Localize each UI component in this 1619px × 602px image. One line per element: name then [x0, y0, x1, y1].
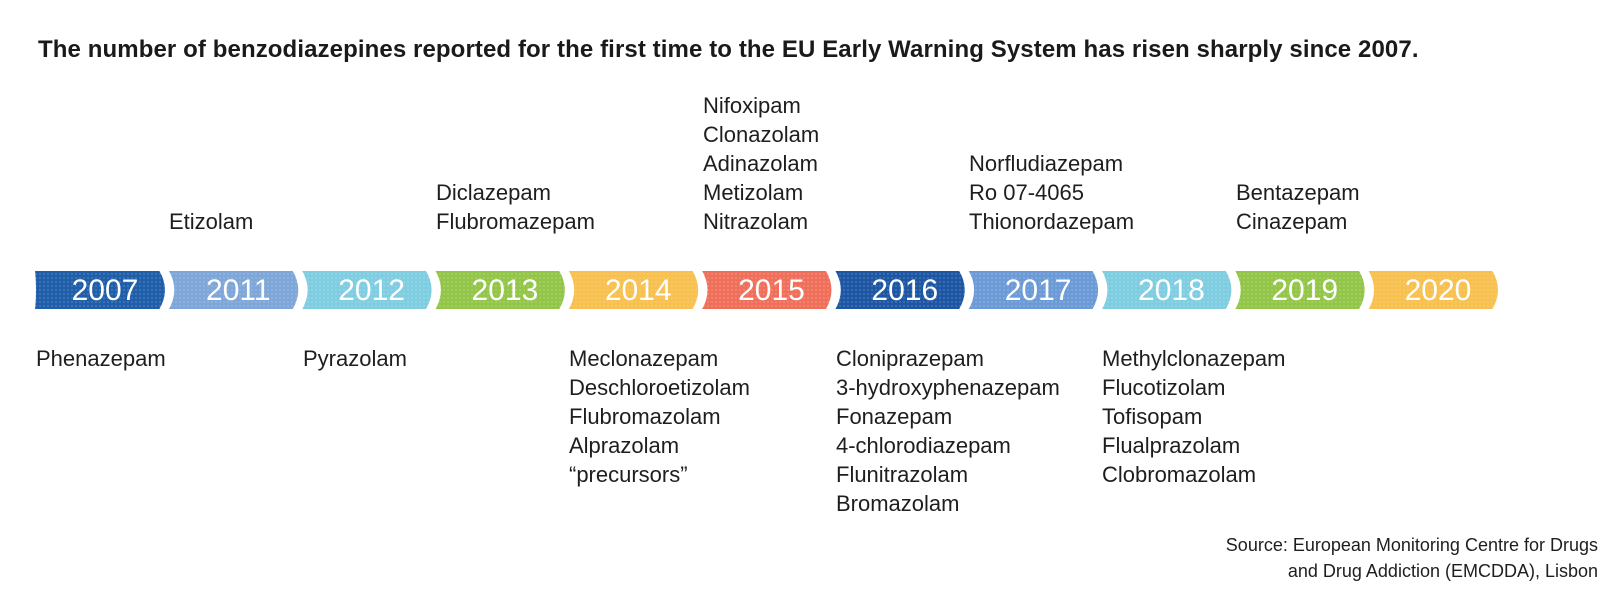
chevron-texture	[300, 270, 433, 310]
timeline-segment-2007: 2007	[34, 269, 167, 311]
chevron-texture	[167, 270, 300, 310]
drug-list-2012-below: Pyrazolam	[303, 344, 407, 373]
drug-name: Bromazolam	[836, 491, 960, 516]
drug-name: “precursors”	[569, 462, 688, 487]
source-line-2: and Drug Addiction (EMCDDA), Lisbon	[1287, 561, 1598, 581]
year-label: 2014	[605, 274, 672, 307]
drug-name: Nifoxipam	[703, 93, 801, 118]
drug-list-2011-above: Etizolam	[169, 207, 253, 236]
drug-name: Nitrazolam	[703, 209, 809, 234]
timeline-segment-2015: 2015	[698, 269, 834, 311]
figure-title: The number of benzodiazepines reported f…	[38, 36, 1419, 63]
drug-name: 3-hydroxyphenazepam	[836, 375, 1060, 400]
drug-name: Adinazolam	[703, 151, 818, 176]
drug-name: Flubromazepam	[436, 209, 595, 234]
timeline-segment-2019: 2019	[1231, 269, 1367, 311]
chevron-texture	[700, 270, 833, 310]
drug-list-2015-above: Nifoxipam Clonazolam Adinazolam Metizolam Ni…	[703, 91, 819, 236]
drug-name: Clobromazolam	[1102, 462, 1257, 487]
drug-name: Flubromazolam	[569, 404, 721, 429]
year-label: 2016	[871, 274, 938, 307]
year-label: 2017	[1005, 274, 1072, 307]
drug-name: Flunitrazolam	[836, 462, 969, 487]
chevron-texture	[567, 270, 700, 310]
drug-list-2017-above: Norfludiazepam Ro 07-4065 Thionordazepam	[969, 149, 1134, 236]
drug-list-2007-below: Phenazepam	[36, 344, 166, 373]
year-label: 2020	[1405, 274, 1472, 307]
source-note: Source: European Monitoring Centre for D…	[1226, 532, 1598, 584]
drug-list-2018-below: Methylclonazepam Flucotizolam Tofisopam Flu…	[1102, 344, 1285, 489]
timeline-segment-2018: 2018	[1098, 269, 1234, 311]
drug-name: Diclazepam	[436, 180, 551, 205]
drug-name: 4-chlorodiazepam	[836, 433, 1011, 458]
timeline-segment-2017: 2017	[965, 269, 1101, 311]
timeline-segment-2014: 2014	[565, 269, 701, 311]
drug-name: Flualprazolam	[1102, 433, 1241, 458]
drug-name: Tofisopam	[1102, 404, 1203, 429]
year-label: 2011	[206, 274, 271, 307]
chevron-texture	[1367, 270, 1499, 310]
drug-list-2014-below: Meclonazepam Deschloroetizolam Flubromazol…	[569, 344, 750, 489]
year-label: 2018	[1138, 274, 1205, 307]
drug-name: Methylclonazepam	[1102, 346, 1286, 371]
drug-name: Alprazolam	[569, 433, 680, 458]
year-label: 2019	[1271, 274, 1338, 307]
source-line-1: Source: European Monitoring Centre for D…	[1225, 535, 1598, 555]
drug-name: Pyrazolam	[303, 346, 407, 371]
drug-name: Ro 07-4065	[969, 180, 1084, 205]
timeline-segment-2011: 2011	[165, 269, 301, 311]
drug-list-2013-above: Diclazepam Flubromazepam	[436, 178, 595, 236]
year-label: 2015	[738, 274, 805, 307]
timeline-segment-2020: 2020	[1365, 269, 1500, 311]
chevron-texture	[34, 270, 166, 310]
year-label: 2012	[338, 274, 405, 307]
timeline-segment-2012: 2012	[298, 269, 434, 311]
timeline-segment-2016: 2016	[832, 269, 967, 311]
drug-list-2016-below: Cloniprazepam 3-hydroxyphenazepam Fonazepa…	[836, 344, 1060, 518]
year-label: 2013	[472, 274, 539, 307]
chevron-texture	[833, 270, 966, 310]
chevron-texture	[967, 270, 1100, 310]
drug-list-2019-above: Bentazepam Cinazepam	[1236, 178, 1360, 236]
timeline: 2007 2011 2012 2013 2014 2015 2016 2017 2018 2019…	[34, 269, 1500, 311]
drug-name: Phenazepam	[36, 346, 166, 371]
drug-name: Cloniprazepam	[836, 346, 984, 371]
drug-name: Fonazepam	[836, 404, 953, 429]
drug-name: Clonazolam	[703, 122, 820, 147]
drug-name: Meclonazepam	[569, 346, 719, 371]
drug-name: Norfludiazepam	[969, 151, 1124, 176]
drug-name: Flucotizolam	[1102, 375, 1226, 400]
year-label: 2007	[72, 274, 139, 307]
drug-name: Thionordazepam	[969, 209, 1135, 234]
drug-name: Metizolam	[703, 180, 804, 205]
chevron-texture	[1233, 270, 1366, 310]
drug-name: Cinazepam	[1236, 209, 1348, 234]
drug-name: Bentazepam	[1236, 180, 1360, 205]
chevron-texture	[433, 270, 566, 310]
timeline-segment-2013: 2013	[432, 269, 567, 311]
drug-name: Etizolam	[169, 209, 254, 234]
chevron-texture	[1100, 270, 1233, 310]
drug-name: Deschloroetizolam	[569, 375, 750, 400]
